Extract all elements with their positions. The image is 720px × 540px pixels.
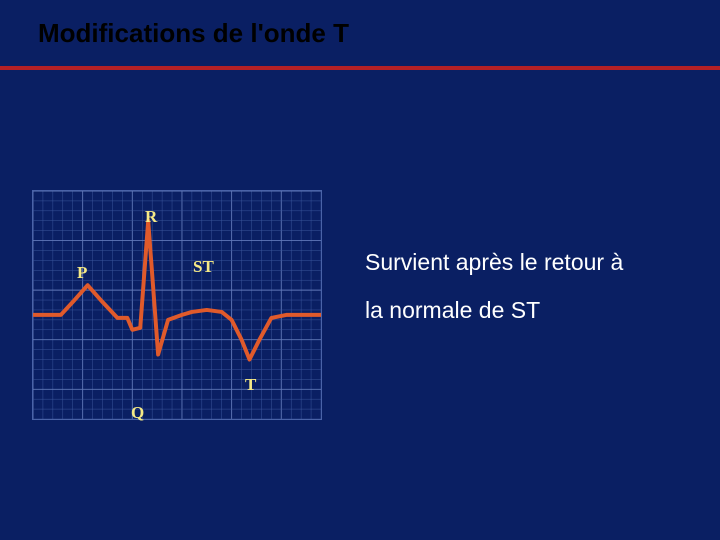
label-st: ST (193, 257, 214, 277)
body-line-2: la normale de ST (365, 286, 695, 334)
title-underline (0, 66, 720, 70)
label-r: R (145, 207, 157, 227)
label-t: T (245, 375, 256, 395)
body-line-1: Survient après le retour à (365, 238, 695, 286)
ecg-chart: R P ST T Q (32, 190, 322, 420)
page-title: Modifications de l'onde T (38, 18, 349, 49)
label-p: P (77, 263, 87, 283)
label-q: Q (131, 403, 144, 423)
slide: Modifications de l'onde T R P ST T Q Sur… (0, 0, 720, 540)
header: Modifications de l'onde T (0, 0, 720, 72)
body-text: Survient après le retour à la normale de… (365, 238, 695, 335)
ecg-svg (33, 191, 321, 419)
